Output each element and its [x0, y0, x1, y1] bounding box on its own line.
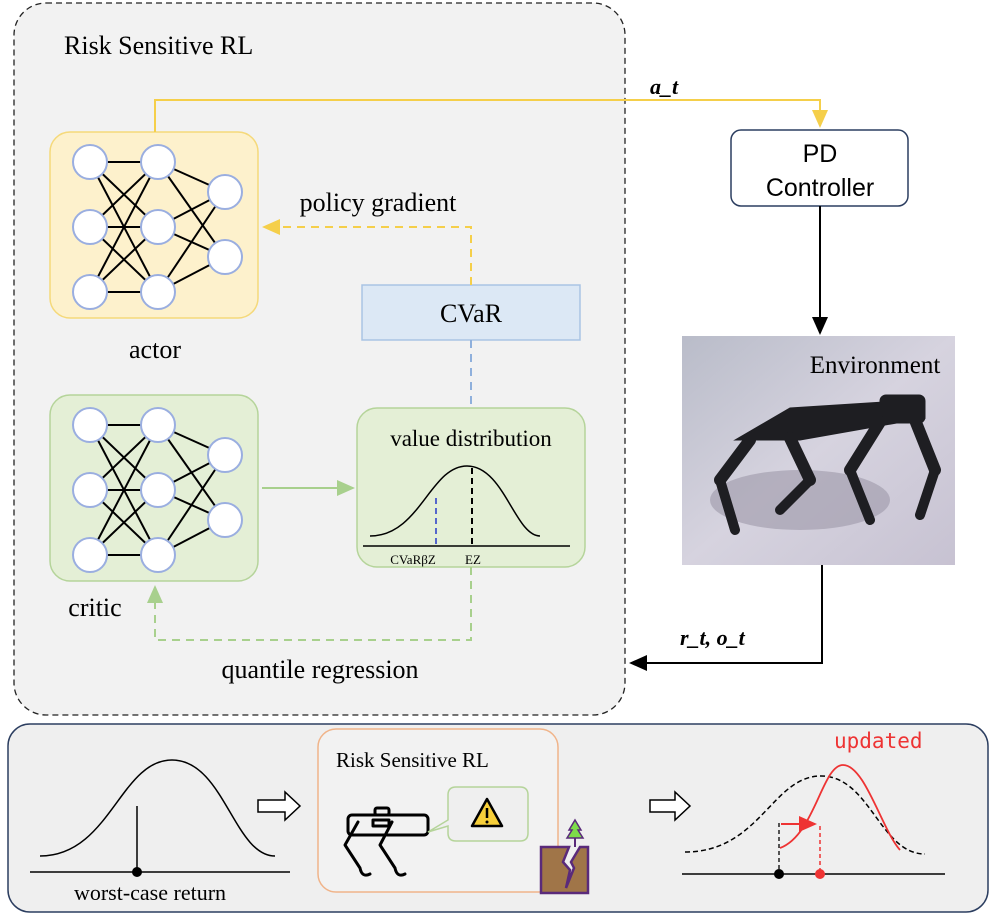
controller-line1: PD — [803, 140, 838, 168]
network-node — [72, 407, 108, 443]
network-node — [72, 274, 108, 310]
warning-icon — [427, 786, 529, 842]
worst-case-distribution — [30, 759, 290, 877]
network-edge — [157, 191, 226, 293]
cvar-tick-label: CVaRβZ — [390, 552, 436, 567]
action-arrow — [154, 99, 828, 132]
cvar-label: CVaR — [440, 299, 503, 328]
critic-network — [49, 394, 259, 582]
network-node — [140, 472, 176, 508]
network-node — [207, 239, 243, 275]
network-node — [72, 472, 108, 508]
inner-risk-box — [317, 728, 559, 893]
network-node — [207, 502, 243, 538]
quantile-regression-label: quantile regression — [221, 655, 418, 684]
hollow-arrow-1 — [257, 790, 302, 822]
network-edge — [157, 454, 226, 556]
cvar-box — [361, 284, 581, 341]
value-distribution-label: value distribution — [390, 426, 552, 451]
network-node — [207, 174, 243, 210]
updated-distribution — [682, 764, 945, 879]
actor-network — [49, 131, 259, 319]
panel-title: Risk Sensitive RL — [64, 31, 253, 60]
network-node — [140, 407, 176, 443]
robot-dog-icon — [343, 806, 430, 877]
environment-image: Environment — [682, 336, 955, 565]
network-edge — [89, 424, 159, 556]
critic-label: critic — [68, 593, 121, 622]
network-node — [72, 209, 108, 245]
network-edge — [89, 161, 159, 293]
network-node — [207, 437, 243, 473]
policy-gradient-label: policy gradient — [300, 188, 457, 217]
action-label: a_t — [650, 74, 679, 99]
worst-case-label: worst-case return — [74, 880, 226, 905]
value-distribution-box: value distribution CVaRβZ EZ — [356, 407, 586, 568]
expectation-tick-label: EZ — [465, 552, 481, 567]
network-node — [72, 537, 108, 573]
updated-label: updated — [834, 729, 923, 753]
feedback-arrow — [629, 565, 823, 671]
quantile-regression-arrow — [147, 567, 472, 641]
network-node — [72, 144, 108, 180]
network-node — [140, 274, 176, 310]
robot-dog-render — [714, 394, 941, 535]
network-node — [140, 209, 176, 245]
network-node — [140, 537, 176, 573]
actor-label: actor — [129, 335, 181, 364]
value-distribution-curve — [369, 465, 541, 537]
original-distribution-curve — [684, 775, 926, 855]
inner-risk-title: Risk Sensitive RL — [336, 748, 489, 772]
cliff-icon — [539, 818, 590, 895]
policy-gradient-arrow — [262, 219, 472, 285]
environment-label: Environment — [810, 352, 941, 379]
feedback-label: r_t, o_t — [680, 625, 746, 650]
controller-line2: Controller — [766, 174, 874, 202]
network-node — [140, 144, 176, 180]
hollow-arrow-2 — [649, 790, 692, 822]
